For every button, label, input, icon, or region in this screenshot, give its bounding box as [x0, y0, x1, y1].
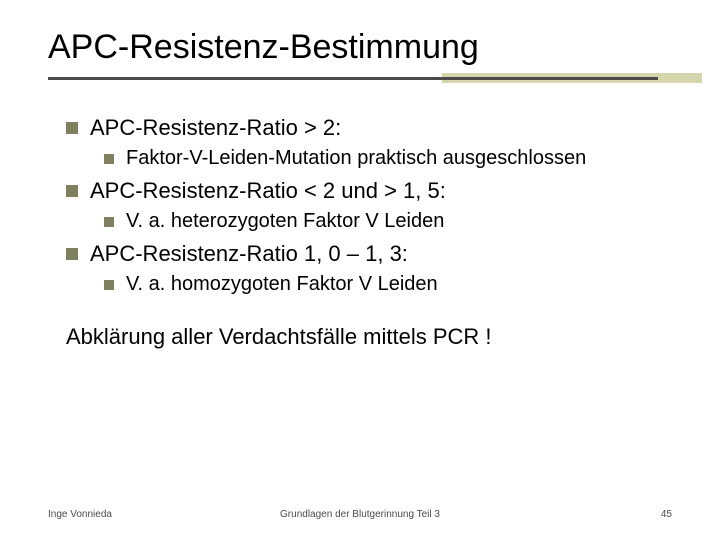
footer: Inge Vonnieda Grundlagen der Blutgerinnu… — [0, 509, 720, 520]
footer-title: Grundlagen der Blutgerinnung Teil 3 — [280, 509, 440, 520]
bullet-text: APC-Resistenz-Ratio > 2: — [90, 115, 341, 141]
square-bullet-icon — [66, 185, 78, 197]
bullet-lvl2: Faktor-V-Leiden-Mutation praktisch ausge… — [104, 147, 672, 170]
bullet-text: Faktor-V-Leiden-Mutation praktisch ausge… — [126, 147, 586, 170]
square-bullet-icon — [66, 122, 78, 134]
title-underline — [48, 73, 672, 85]
bullet-lvl1: APC-Resistenz-Ratio < 2 und > 1, 5: — [66, 178, 672, 204]
square-bullet-icon — [104, 217, 114, 227]
slide: APC-Resistenz-Bestimmung APC-Resistenz-R… — [0, 0, 720, 540]
bullet-lvl1: APC-Resistenz-Ratio > 2: — [66, 115, 672, 141]
footer-page-number: 45 — [661, 509, 672, 520]
bullet-text: V. a. heterozygoten Faktor V Leiden — [126, 210, 444, 233]
bullet-text: V. a. homozygoten Faktor V Leiden — [126, 273, 438, 296]
footer-author: Inge Vonnieda — [48, 509, 112, 520]
square-bullet-icon — [104, 154, 114, 164]
content-area: APC-Resistenz-Ratio > 2: Faktor-V-Leiden… — [48, 115, 672, 350]
square-bullet-icon — [66, 248, 78, 260]
square-bullet-icon — [104, 280, 114, 290]
bullet-text: APC-Resistenz-Ratio < 2 und > 1, 5: — [90, 178, 446, 204]
bullet-lvl1: APC-Resistenz-Ratio 1, 0 – 1, 3: — [66, 241, 672, 267]
closing-statement: Abklärung aller Verdachtsfälle mittels P… — [66, 324, 672, 350]
underline-main — [48, 77, 658, 80]
slide-title: APC-Resistenz-Bestimmung — [48, 28, 672, 67]
bullet-lvl2: V. a. heterozygoten Faktor V Leiden — [104, 210, 672, 233]
bullet-lvl2: V. a. homozygoten Faktor V Leiden — [104, 273, 672, 296]
bullet-text: APC-Resistenz-Ratio 1, 0 – 1, 3: — [90, 241, 408, 267]
